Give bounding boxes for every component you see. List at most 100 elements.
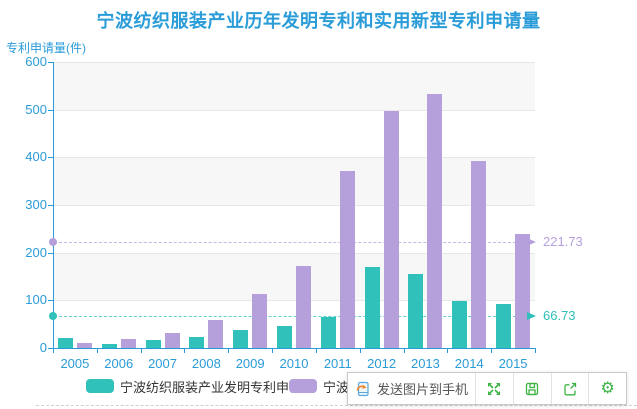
send-to-phone-label: 发送图片到手机 bbox=[377, 382, 469, 397]
x-tick bbox=[184, 348, 186, 353]
y-tick bbox=[48, 62, 53, 63]
bar[interactable] bbox=[189, 336, 205, 348]
average-markline bbox=[54, 242, 526, 244]
chart-title: 宁波纺织服装产业历年发明专利和实用新型专利申请量 bbox=[96, 11, 541, 31]
gridline bbox=[54, 252, 535, 254]
plot-band bbox=[54, 205, 535, 253]
plot-band bbox=[54, 62, 535, 110]
legend-swatch-invention bbox=[86, 379, 114, 393]
average-markline bbox=[54, 316, 526, 318]
plot-band bbox=[54, 252, 535, 301]
bar[interactable] bbox=[427, 93, 443, 348]
bar[interactable] bbox=[164, 333, 180, 348]
legend-item-invention[interactable]: 宁波纺织服装产业发明专利申请量 bbox=[86, 378, 316, 395]
x-cat-label: 2005 bbox=[60, 356, 90, 371]
x-cat-label: 2008 bbox=[191, 356, 221, 371]
x-cat-label: 2011 bbox=[323, 356, 352, 371]
gridline bbox=[54, 109, 535, 111]
y-tick bbox=[48, 205, 53, 206]
y-tick bbox=[48, 109, 53, 111]
bar[interactable] bbox=[120, 339, 136, 348]
settings-button[interactable]: ⚙ bbox=[588, 373, 626, 404]
fullscreen-icon bbox=[486, 381, 502, 397]
bar[interactable] bbox=[233, 329, 249, 348]
x-cat-label: 2007 bbox=[148, 356, 177, 371]
share-button[interactable] bbox=[550, 373, 589, 404]
bar[interactable] bbox=[408, 273, 424, 348]
x-tick bbox=[96, 348, 98, 353]
page-divider-dashed-line bbox=[36, 405, 637, 406]
x-tick bbox=[140, 348, 142, 353]
x-tick bbox=[53, 348, 54, 353]
bar[interactable] bbox=[208, 320, 224, 348]
gridline bbox=[54, 62, 535, 63]
y-tick-label: 500 bbox=[25, 101, 47, 117]
y-tick bbox=[48, 348, 53, 349]
chart-toolbar-popup: 发送图片到手机 bbox=[347, 372, 627, 405]
legend-label-invention: 宁波纺织服装产业发明专利申请量 bbox=[120, 379, 316, 395]
x-tick bbox=[447, 348, 449, 353]
markline-arrow bbox=[527, 238, 536, 247]
markline-value-label: 221.73 bbox=[543, 234, 583, 250]
bar[interactable] bbox=[296, 265, 311, 348]
y-tick-label: 100 bbox=[25, 292, 47, 308]
y-tick-label: 400 bbox=[25, 149, 47, 165]
bar[interactable] bbox=[252, 293, 268, 348]
x-cat-label: 2009 bbox=[235, 356, 265, 371]
x-cat-label: 2015 bbox=[498, 356, 528, 371]
send-to-phone-icon bbox=[355, 381, 371, 397]
x-tick bbox=[315, 348, 317, 353]
bar[interactable] bbox=[452, 301, 468, 348]
bar[interactable] bbox=[57, 337, 73, 348]
plot-band bbox=[54, 157, 535, 205]
bar[interactable] bbox=[320, 317, 336, 348]
x-tick bbox=[359, 348, 361, 353]
bar[interactable] bbox=[515, 233, 531, 348]
plot-band bbox=[54, 109, 535, 158]
share-icon bbox=[562, 381, 578, 397]
x-cat-label: 2006 bbox=[104, 356, 134, 371]
save-image-icon bbox=[524, 381, 540, 397]
bar[interactable] bbox=[339, 170, 355, 348]
bar[interactable] bbox=[364, 266, 380, 348]
settings-gear-icon: ⚙ bbox=[600, 379, 615, 397]
x-tick bbox=[228, 348, 230, 353]
fullscreen-button[interactable] bbox=[475, 373, 513, 404]
markline-start-dot bbox=[49, 312, 57, 321]
markline-start-dot bbox=[49, 238, 57, 247]
x-tick bbox=[535, 348, 536, 353]
bar[interactable] bbox=[277, 326, 292, 348]
save-image-button[interactable] bbox=[512, 373, 551, 404]
y-tick-label: 600 bbox=[25, 54, 47, 69]
x-cat-label: 2012 bbox=[367, 356, 397, 371]
y-tick bbox=[48, 300, 53, 302]
x-axis-line bbox=[53, 348, 536, 349]
y-tick-label: 300 bbox=[25, 197, 47, 212]
bar[interactable] bbox=[496, 304, 512, 348]
x-tick bbox=[403, 348, 405, 353]
bar[interactable] bbox=[471, 161, 487, 348]
gridline bbox=[54, 157, 535, 159]
y-tick-label: 200 bbox=[25, 244, 47, 260]
y-axis-name: 专利申请量(件) bbox=[6, 41, 86, 55]
bar[interactable] bbox=[101, 344, 117, 348]
x-tick bbox=[272, 348, 274, 353]
x-cat-label: 2010 bbox=[279, 356, 309, 371]
send-image-to-phone-button[interactable]: 发送图片到手机 bbox=[348, 373, 475, 404]
markline-arrow bbox=[527, 312, 536, 321]
y-tick-label: 0 bbox=[39, 340, 47, 355]
legend-swatch-utility bbox=[289, 379, 317, 393]
x-tick bbox=[491, 348, 493, 353]
y-tick bbox=[48, 157, 53, 159]
gridline bbox=[54, 205, 535, 206]
bar[interactable] bbox=[383, 111, 399, 348]
bar[interactable] bbox=[145, 339, 161, 348]
y-axis-line bbox=[53, 62, 54, 349]
x-cat-label: 2013 bbox=[410, 356, 440, 371]
y-tick bbox=[48, 252, 53, 254]
markline-value-label: 66.73 bbox=[543, 308, 576, 324]
bar[interactable] bbox=[76, 342, 92, 348]
x-cat-label: 2014 bbox=[454, 356, 484, 371]
